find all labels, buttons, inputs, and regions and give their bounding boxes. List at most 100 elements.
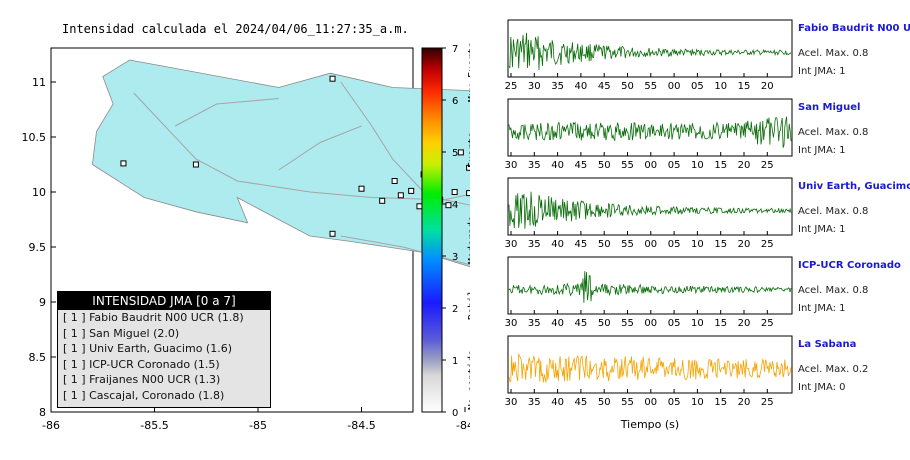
time-tick-label: 20 xyxy=(738,160,751,171)
time-tick-label: 00 xyxy=(644,239,657,250)
trace-panel xyxy=(507,19,793,78)
time-tick-label: 15 xyxy=(714,318,727,329)
time-tick-label: 55 xyxy=(621,160,634,171)
time-tick-label: 40 xyxy=(551,397,564,408)
station-marker xyxy=(391,178,398,184)
trace-station-label: La Sabana xyxy=(798,339,857,350)
time-tick-label: 20 xyxy=(738,397,751,408)
time-tick-label: 05 xyxy=(668,397,681,408)
time-axis-label: Tiempo (s) xyxy=(620,418,679,431)
trace-accel-max: Acel. Max. 0.2 xyxy=(798,364,869,375)
time-tick-label: 05 xyxy=(668,160,681,171)
road-line xyxy=(133,92,445,201)
colorbar-category-label: Muy Fuerte xyxy=(467,42,470,102)
station-marker xyxy=(416,203,423,210)
x-tick-label: -85 xyxy=(249,419,267,432)
time-tick-label: 15 xyxy=(714,239,727,250)
legend-row: [ 1 ] San Miguel (2.0) xyxy=(63,326,180,340)
colorbar-tick-label: 0 xyxy=(452,408,458,419)
time-tick-label: 40 xyxy=(551,160,564,171)
y-tick-label: 8 xyxy=(39,406,46,419)
trace-int-jma: Int JMA: 1 xyxy=(798,145,846,156)
colorbar-category-label: Fuerte xyxy=(467,132,470,168)
colorbar-tick-label: 4 xyxy=(452,200,458,211)
time-tick-label: 10 xyxy=(691,318,704,329)
y-tick-label: 9.5 xyxy=(29,241,47,254)
waveform-line xyxy=(508,116,792,148)
time-tick-label: 35 xyxy=(528,397,541,408)
waveform-line xyxy=(508,352,792,383)
time-tick-label: 35 xyxy=(528,239,541,250)
costa-rica-landmass xyxy=(91,59,470,268)
colorbar-tick-label: 7 xyxy=(452,44,458,55)
time-tick-label: 10 xyxy=(691,397,704,408)
trace-accel-max: Acel. Max. 0.8 xyxy=(798,206,869,217)
time-tick-label: 25 xyxy=(761,318,774,329)
trace-accel-max: Acel. Max. 0.8 xyxy=(798,127,869,138)
colorbar-category-label: Debil xyxy=(467,290,470,320)
time-tick-label: 50 xyxy=(598,318,611,329)
trace-panel xyxy=(507,177,793,236)
trace-panel xyxy=(507,335,793,394)
legend-title: INTENSIDAD JMA [0 a 7] xyxy=(58,292,270,310)
time-tick-label: 55 xyxy=(621,318,634,329)
station-marker xyxy=(457,149,464,156)
time-tick-label: 45 xyxy=(575,160,588,171)
time-tick-label: 40 xyxy=(551,239,564,250)
station-marker xyxy=(379,197,386,204)
station-marker xyxy=(451,189,458,195)
colorbar-tick-label: 1 xyxy=(452,356,458,367)
time-tick-label: 35 xyxy=(528,160,541,171)
time-tick-label: 25 xyxy=(505,81,518,92)
x-tick-label: -84 xyxy=(456,419,470,432)
x-tick-label: -86 xyxy=(42,419,60,432)
road-line xyxy=(278,125,362,171)
time-tick-label: 00 xyxy=(668,81,681,92)
y-tick-label: 10 xyxy=(32,186,46,199)
station-marker xyxy=(358,185,365,192)
trace-int-jma: Int JMA: 1 xyxy=(798,66,846,77)
time-tick-label: 15 xyxy=(738,81,751,92)
time-tick-label: 00 xyxy=(644,160,657,171)
y-tick-label: 11 xyxy=(32,76,46,89)
time-tick-label: 50 xyxy=(598,160,611,171)
map-title: Intensidad calculada el 2024/04/06_11:27… xyxy=(62,22,409,36)
time-tick-label: 50 xyxy=(598,239,611,250)
station-marker xyxy=(466,164,470,171)
time-tick-label: 45 xyxy=(575,397,588,408)
trace-int-jma: Int JMA: 0 xyxy=(798,382,846,393)
time-tick-label: 50 xyxy=(598,397,611,408)
time-tick-label: 40 xyxy=(551,318,564,329)
time-tick-label: 00 xyxy=(644,397,657,408)
time-tick-label: 35 xyxy=(528,318,541,329)
intensity-colorbar xyxy=(421,47,443,413)
colorbar-category-label: No sentido xyxy=(467,350,470,410)
trace-int-jma: Int JMA: 1 xyxy=(798,224,846,235)
station-marker xyxy=(192,161,199,168)
time-tick-label: 30 xyxy=(528,81,541,92)
time-tick-label: 15 xyxy=(714,160,727,171)
time-tick-label: 20 xyxy=(738,239,751,250)
trace-station-label: Univ Earth, Guacimo xyxy=(798,181,910,192)
x-tick-label: -85.5 xyxy=(140,419,168,432)
station-marker xyxy=(408,187,415,194)
station-marker xyxy=(397,192,404,199)
y-tick-label: 8.5 xyxy=(29,351,47,364)
time-tick-label: 15 xyxy=(714,397,727,408)
trace-station-label: San Miguel xyxy=(798,102,861,113)
colorbar-tick-label: 6 xyxy=(452,96,458,107)
legend-row: [ 1 ] Fabio Baudrit N00 UCR (1.8) xyxy=(63,311,244,324)
colorbar-category-label: Moderado xyxy=(467,216,470,264)
legend-row: [ 1 ] Univ Earth, Guacimo (1.6) xyxy=(63,342,233,355)
station-marker xyxy=(329,230,336,237)
station-marker xyxy=(445,202,452,209)
time-tick-label: 30 xyxy=(505,397,518,408)
road-line xyxy=(340,81,424,193)
trace-station-label: Fabio Baudrit N00 UCR xyxy=(798,23,910,34)
time-tick-label: 00 xyxy=(644,318,657,329)
time-tick-label: 05 xyxy=(691,81,704,92)
time-tick-label: 25 xyxy=(761,397,774,408)
time-tick-label: 30 xyxy=(505,239,518,250)
legend-row: [ 1 ] Cascajal, Coronado (1.8) xyxy=(63,388,225,402)
trace-int-jma: Int JMA: 1 xyxy=(798,303,846,314)
